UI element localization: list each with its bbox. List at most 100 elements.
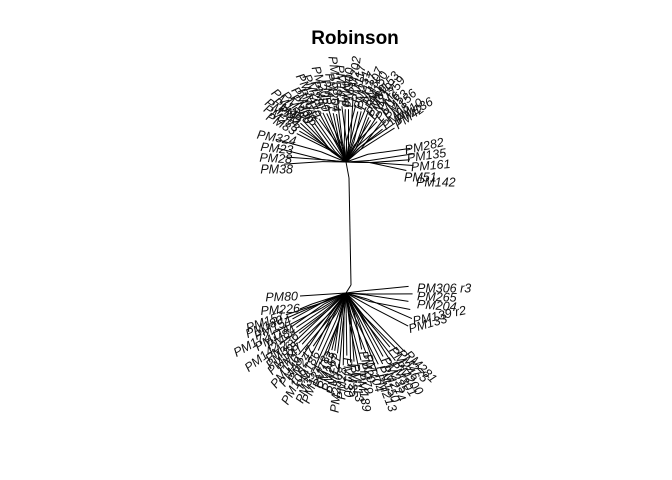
tree-branch xyxy=(367,313,406,353)
tree-branch xyxy=(298,309,330,334)
tree-branch xyxy=(360,312,391,348)
tree-branch xyxy=(353,111,362,142)
leaf-label: PM35 xyxy=(344,364,360,398)
tree-branch xyxy=(346,104,357,142)
tree-branch xyxy=(336,312,343,354)
tree-branch xyxy=(353,121,378,146)
leaf-label: PM80 xyxy=(265,289,298,304)
tree-branch xyxy=(277,147,323,161)
tree-branch xyxy=(322,112,338,143)
tree-branch xyxy=(312,319,337,372)
tree-branch xyxy=(364,285,409,292)
tree-branch xyxy=(321,292,347,309)
tree-branch xyxy=(270,307,322,335)
tree-branch xyxy=(341,106,348,143)
leaf-label: PM204 xyxy=(417,297,458,314)
tree-branch xyxy=(299,303,313,310)
leaf-label: PM28 xyxy=(334,367,349,400)
leaf-label: PM158 xyxy=(325,55,344,96)
tree-branch xyxy=(322,159,347,163)
tree-branch xyxy=(345,284,352,294)
tree-edges xyxy=(270,97,415,373)
tree-branch xyxy=(296,133,330,151)
tree-branch xyxy=(332,113,341,145)
tree-branch xyxy=(359,314,384,357)
tree-branch xyxy=(367,147,411,155)
leaf-label: PM142 xyxy=(416,175,456,189)
tree-branch xyxy=(358,317,384,365)
tree-branch xyxy=(345,290,365,294)
tree-branch xyxy=(357,318,378,373)
tree-branch xyxy=(368,161,414,167)
tree-branch xyxy=(300,122,328,149)
tree-branch xyxy=(302,119,330,149)
leaf-label: PM49 xyxy=(339,75,353,108)
tree-branch xyxy=(298,314,333,356)
leaf-label: PM113 xyxy=(348,363,366,403)
tree-branch xyxy=(345,153,369,163)
tree-branch xyxy=(345,140,354,163)
leaf-label: PM226 xyxy=(260,301,301,318)
tree-branch xyxy=(370,159,411,164)
tree-branch xyxy=(275,138,322,153)
tree-branch xyxy=(343,109,346,146)
tree-branch xyxy=(298,311,332,344)
tree-branch xyxy=(355,110,370,145)
tree-branch xyxy=(349,317,352,363)
leaf-label: PM265 xyxy=(417,289,457,304)
tree-branch xyxy=(284,161,323,165)
tree-trunk xyxy=(348,177,352,286)
leaf-label: PM51 xyxy=(404,170,437,184)
tree-branch xyxy=(313,122,335,152)
leaf-label: PM324 xyxy=(256,128,297,149)
tree-branch xyxy=(301,315,330,358)
tree-labels: PM83PM273PM244PM80PM156PM300PM66PM94PM79… xyxy=(231,55,471,414)
tree-branch xyxy=(345,292,371,308)
leaf-label: PM300 xyxy=(341,67,357,107)
plot-title: Robinson xyxy=(311,28,399,49)
tree-branch xyxy=(345,292,366,296)
leaf-label: PM306 r3 xyxy=(417,281,471,295)
tree-branch xyxy=(319,320,340,365)
tree-branch xyxy=(299,292,347,297)
tree-branch xyxy=(312,312,338,347)
tree-branch xyxy=(317,110,336,143)
leaf-label: PM189 xyxy=(353,371,373,412)
tree-branch xyxy=(354,316,379,365)
tree-branch xyxy=(345,140,348,163)
tree-branch xyxy=(352,106,367,141)
tree-branch xyxy=(363,315,398,351)
tree-branch xyxy=(349,111,359,146)
leaf-label: PM28 xyxy=(259,151,292,167)
leaf-label: PM202 xyxy=(346,55,364,96)
tree-branch xyxy=(304,317,331,368)
tree-branch xyxy=(360,127,395,150)
tree-branch xyxy=(285,301,326,316)
tree-branch xyxy=(311,292,347,305)
tree-branch xyxy=(296,303,332,328)
tree-branch xyxy=(345,161,350,179)
leaf-label: PM130 xyxy=(341,357,356,397)
tree-branch xyxy=(369,161,407,171)
tree-branch xyxy=(330,292,347,313)
tree-branch xyxy=(345,292,355,314)
tree-branch xyxy=(338,292,347,321)
tree-branch xyxy=(342,315,345,366)
tree-branch xyxy=(369,153,415,161)
tree-branch xyxy=(313,116,336,148)
tree-branch xyxy=(279,312,323,345)
leaf-label: PM135 xyxy=(406,146,447,165)
tree-branch xyxy=(345,145,355,163)
tree-branch xyxy=(336,97,343,140)
tree-branch xyxy=(338,320,344,372)
tree-branch xyxy=(359,112,380,144)
leaf-label: PM117 xyxy=(349,62,369,104)
tree-branch xyxy=(345,149,361,163)
tree-branch xyxy=(320,151,347,163)
tree-branch xyxy=(366,298,413,320)
leaf-label: PM141 xyxy=(333,64,350,105)
tree-branch xyxy=(292,309,329,344)
tree-branch xyxy=(353,312,363,350)
tree-branch xyxy=(350,315,355,362)
